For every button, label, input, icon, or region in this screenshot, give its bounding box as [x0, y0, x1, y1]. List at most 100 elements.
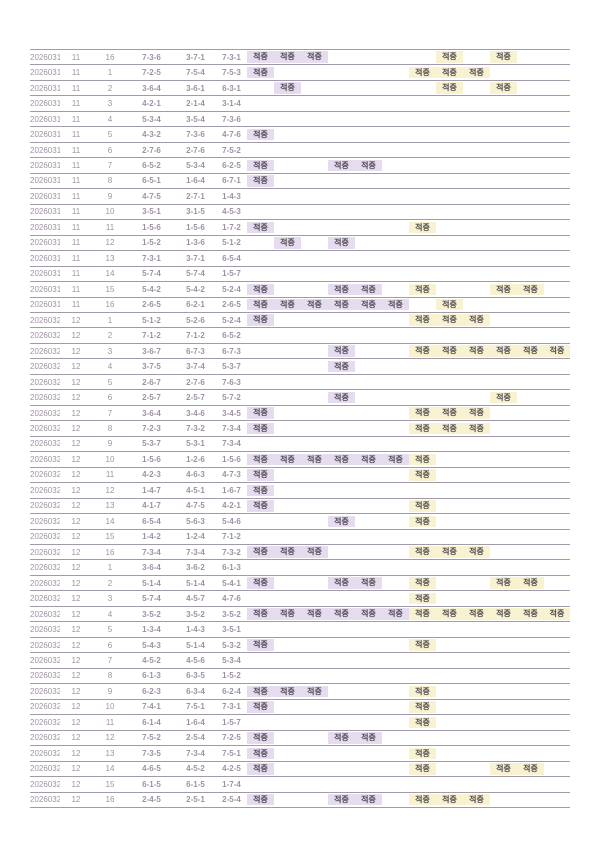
date-cell: 20260321 — [30, 730, 60, 747]
purple-hit-cell — [247, 80, 274, 97]
purple-hit-cell — [355, 142, 382, 159]
hit-badge: 적중 — [355, 283, 382, 296]
yellow-hit-cell — [490, 559, 517, 576]
table-row: 20260315 11 3 4-2-1 2-1-4 3-1-4 — [30, 95, 570, 112]
pick2-cell: 2-5-1 — [175, 792, 216, 808]
table-row: 20260321 12 8 6-1-3 6-3-5 1-5-2 — [30, 668, 570, 685]
session-cell: 12 — [60, 436, 92, 453]
table-row: 20260320 12 11 4-2-3 4-6-3 4-7-3 적중 적중 — [30, 467, 570, 484]
hit-badge: 적중 — [436, 407, 463, 419]
result-cell: 6-3-1 — [216, 80, 247, 97]
hit-badge: 적중 — [409, 66, 436, 79]
purple-hit-cell — [274, 126, 301, 143]
table-row: 20260315 11 11 1-5-6 1-5-6 1-7-2 적중 적중 — [30, 219, 570, 236]
pick1-cell: 1-5-2 — [128, 235, 175, 252]
yellow-hit-cell: 적중 — [517, 281, 544, 298]
yellow-hit-cell — [409, 235, 436, 252]
purple-hit-cell: 적중 — [247, 405, 274, 422]
yellow-hit-cell: 적중 — [517, 575, 544, 592]
yellow-hit-cell — [544, 436, 570, 453]
purple-hit-cell — [382, 173, 409, 190]
hit-badge: 적중 — [436, 422, 463, 435]
hit-badge: 적중 — [274, 685, 301, 698]
purple-hit-cell — [328, 95, 355, 112]
purple-hit-cell — [355, 64, 382, 81]
purple-hit-cell: 적중 — [247, 219, 274, 236]
table-row: 20260321 12 5 1-3-4 1-4-3 3-5-1 — [30, 621, 570, 638]
round-cell: 4 — [92, 358, 128, 375]
purple-hit-cell — [328, 498, 355, 515]
pick2-cell: 7-3-4 — [175, 745, 216, 762]
session-cell: 11 — [60, 142, 92, 159]
purple-hit-cell — [274, 204, 301, 221]
purple-hit-cell — [382, 730, 409, 747]
yellow-hit-cell — [409, 529, 436, 546]
hit-badge: 적중 — [301, 685, 328, 698]
pick1-cell: 6-1-5 — [128, 776, 175, 793]
round-cell: 2 — [92, 575, 128, 592]
yellow-hit-cell — [490, 157, 517, 174]
yellow-hit-cell: 적중 — [409, 64, 436, 81]
pick2-cell: 7-5-4 — [175, 64, 216, 81]
pick2-cell: 7-3-6 — [175, 126, 216, 143]
hit-badge: 적중 — [490, 608, 517, 620]
yellow-hit-cell — [436, 575, 463, 592]
purple-hit-cell — [274, 668, 301, 685]
hit-badge: 적중 — [328, 732, 355, 744]
yellow-hit-cell: 적중 — [436, 405, 463, 422]
hit-badge: 적중 — [328, 453, 355, 466]
yellow-hit-cell — [490, 730, 517, 747]
round-cell: 10 — [92, 699, 128, 716]
hit-badge: 적중 — [328, 391, 355, 404]
yellow-hit-cell — [544, 420, 570, 437]
purple-hit-cell — [355, 745, 382, 762]
purple-hit-cell — [328, 436, 355, 453]
purple-hit-cell — [301, 590, 328, 607]
pick1-cell: 3-5-2 — [128, 606, 175, 623]
yellow-hit-cell — [436, 529, 463, 546]
yellow-hit-cell — [409, 559, 436, 576]
hit-badge: 적중 — [409, 639, 436, 651]
hit-badge: 적중 — [247, 221, 274, 234]
hit-badge: 적중 — [247, 701, 274, 713]
purple-hit-cell — [382, 467, 409, 484]
yellow-hit-cell — [490, 683, 517, 700]
date-cell: 20260320 — [30, 389, 60, 406]
hit-badge: 적중 — [247, 453, 274, 466]
hit-badge: 적중 — [247, 283, 274, 296]
table-row: 20260320 12 9 5-3-7 5-3-1 7-3-4 — [30, 436, 570, 453]
hit-badge: 적중 — [382, 453, 409, 466]
session-cell: 12 — [60, 668, 92, 685]
yellow-hit-cell — [463, 111, 490, 128]
yellow-hit-cell — [517, 389, 544, 406]
table-row: 20260314 11 16 7-3-6 3-7-1 7-3-1 적중적중적중적… — [30, 49, 570, 66]
yellow-hit-cell — [463, 482, 490, 499]
purple-hit-cell — [328, 714, 355, 731]
round-cell: 12 — [92, 482, 128, 499]
yellow-hit-cell — [517, 699, 544, 716]
yellow-hit-cell — [436, 111, 463, 128]
pick2-cell: 4-6-3 — [175, 467, 216, 484]
purple-hit-cell — [355, 358, 382, 375]
result-cell: 7-3-4 — [216, 436, 247, 453]
hit-badge: 적중 — [274, 546, 301, 558]
purple-hit-cell: 적중 — [247, 575, 274, 592]
pick2-cell: 3-6-1 — [175, 80, 216, 97]
purple-hit-cell — [328, 590, 355, 607]
session-cell: 12 — [60, 420, 92, 437]
yellow-hit-cell: 적중 — [544, 606, 570, 623]
yellow-hit-cell: 적중 — [409, 544, 436, 561]
date-cell: 20260321 — [30, 606, 60, 623]
yellow-hit-cell — [544, 467, 570, 484]
purple-hit-cell — [301, 266, 328, 283]
round-cell: 1 — [92, 559, 128, 576]
purple-hit-cell — [301, 374, 328, 391]
round-cell: 6 — [92, 142, 128, 159]
yellow-hit-cell — [436, 389, 463, 406]
yellow-hit-cell — [544, 188, 570, 205]
purple-hit-cell — [355, 544, 382, 561]
hit-badge: 적중 — [463, 422, 490, 435]
purple-hit-cell — [301, 467, 328, 484]
purple-hit-cell — [328, 544, 355, 561]
round-cell: 6 — [92, 389, 128, 406]
